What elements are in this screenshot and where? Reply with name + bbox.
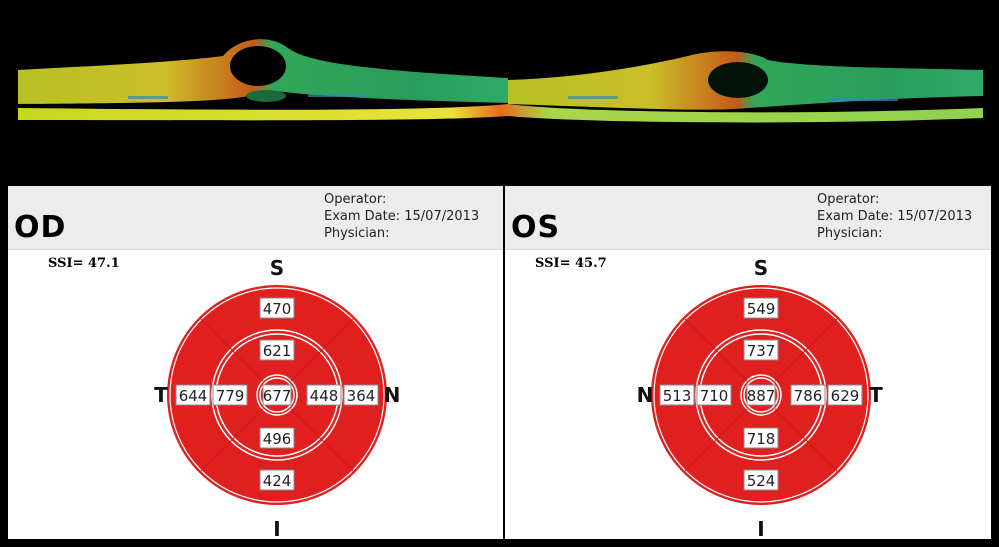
svg-text:470: 470 (263, 300, 292, 318)
os-exam-info: Operator: Exam Date: 15/07/2013 Physicia… (817, 191, 972, 242)
od-thickness-map: 470 621 644 779 677 (154, 256, 401, 539)
svg-text:887: 887 (747, 387, 776, 405)
od-value-inner-left: 779 (212, 384, 248, 406)
od-ssi: SSI= 47.1 (48, 256, 120, 271)
svg-text:424: 424 (263, 472, 292, 490)
svg-text:737: 737 (747, 342, 776, 360)
od-value-outer-top: 470 (259, 297, 295, 319)
oct-scan-image (8, 8, 991, 185)
od-header: OD Operator: Exam Date: 15/07/2013 Physi… (8, 186, 503, 250)
svg-text:779: 779 (216, 387, 245, 405)
os-value-inner-left: 710 (696, 384, 732, 406)
os-thickness-map: 549 737 513 710 887 (637, 256, 884, 539)
os-eye-label: OS (511, 210, 561, 245)
svg-text:364: 364 (347, 387, 376, 405)
svg-text:629: 629 (831, 387, 860, 405)
svg-text:644: 644 (179, 387, 208, 405)
os-operator-label: Operator: (817, 192, 880, 207)
os-value-outer-left: 513 (659, 384, 695, 406)
os-dir-top: S (754, 256, 768, 280)
od-dir-bottom: I (273, 517, 280, 539)
os-dir-left: N (637, 383, 654, 407)
svg-text:448: 448 (310, 387, 339, 405)
od-value-inner-bottom: 496 (259, 427, 295, 449)
svg-text:621: 621 (263, 342, 292, 360)
os-value-outer-bottom: 524 (743, 469, 779, 491)
svg-text:710: 710 (700, 387, 729, 405)
od-dir-top: S (270, 256, 284, 280)
od-exam-date: Exam Date: 15/07/2013 (324, 209, 480, 224)
os-physician-label: Physician: (817, 226, 883, 241)
od-exam-info: Operator: Exam Date: 15/07/2013 Physicia… (324, 191, 479, 242)
svg-text:513: 513 (663, 387, 692, 405)
os-value-center: 887 (746, 384, 776, 406)
od-dir-left: T (154, 383, 168, 407)
os-header: OS Operator: Exam Date: 15/07/2013 Physi… (505, 186, 991, 250)
od-value-inner-top: 621 (259, 339, 295, 361)
os-value-outer-top: 549 (743, 297, 779, 319)
svg-text:524: 524 (747, 472, 776, 490)
svg-text:718: 718 (747, 430, 776, 448)
svg-text:677: 677 (263, 387, 292, 405)
os-value-inner-right: 786 (790, 384, 826, 406)
od-physician-label: Physician: (324, 226, 390, 241)
os-value-outer-right: 629 (827, 384, 863, 406)
svg-text:549: 549 (747, 300, 776, 318)
os-value-inner-bottom: 718 (743, 427, 779, 449)
od-eye-label: OD (14, 210, 67, 245)
os-dir-bottom: I (757, 517, 764, 539)
od-dir-right: N (384, 383, 401, 407)
os-exam-date: Exam Date: 15/07/2013 (817, 209, 973, 224)
svg-text:496: 496 (263, 430, 292, 448)
od-operator-label: Operator: (324, 192, 387, 207)
od-value-outer-left: 644 (175, 384, 211, 406)
od-panel: OD Operator: Exam Date: 15/07/2013 Physi… (8, 186, 503, 539)
os-panel: OS Operator: Exam Date: 15/07/2013 Physi… (505, 186, 991, 539)
svg-text:786: 786 (794, 387, 823, 405)
od-value-center: 677 (262, 384, 292, 406)
od-value-outer-bottom: 424 (259, 469, 295, 491)
od-value-outer-right: 364 (343, 384, 379, 406)
os-ssi: SSI= 45.7 (535, 256, 607, 271)
os-value-inner-top: 737 (743, 339, 779, 361)
os-dir-right: T (869, 383, 883, 407)
od-value-inner-right: 448 (306, 384, 342, 406)
